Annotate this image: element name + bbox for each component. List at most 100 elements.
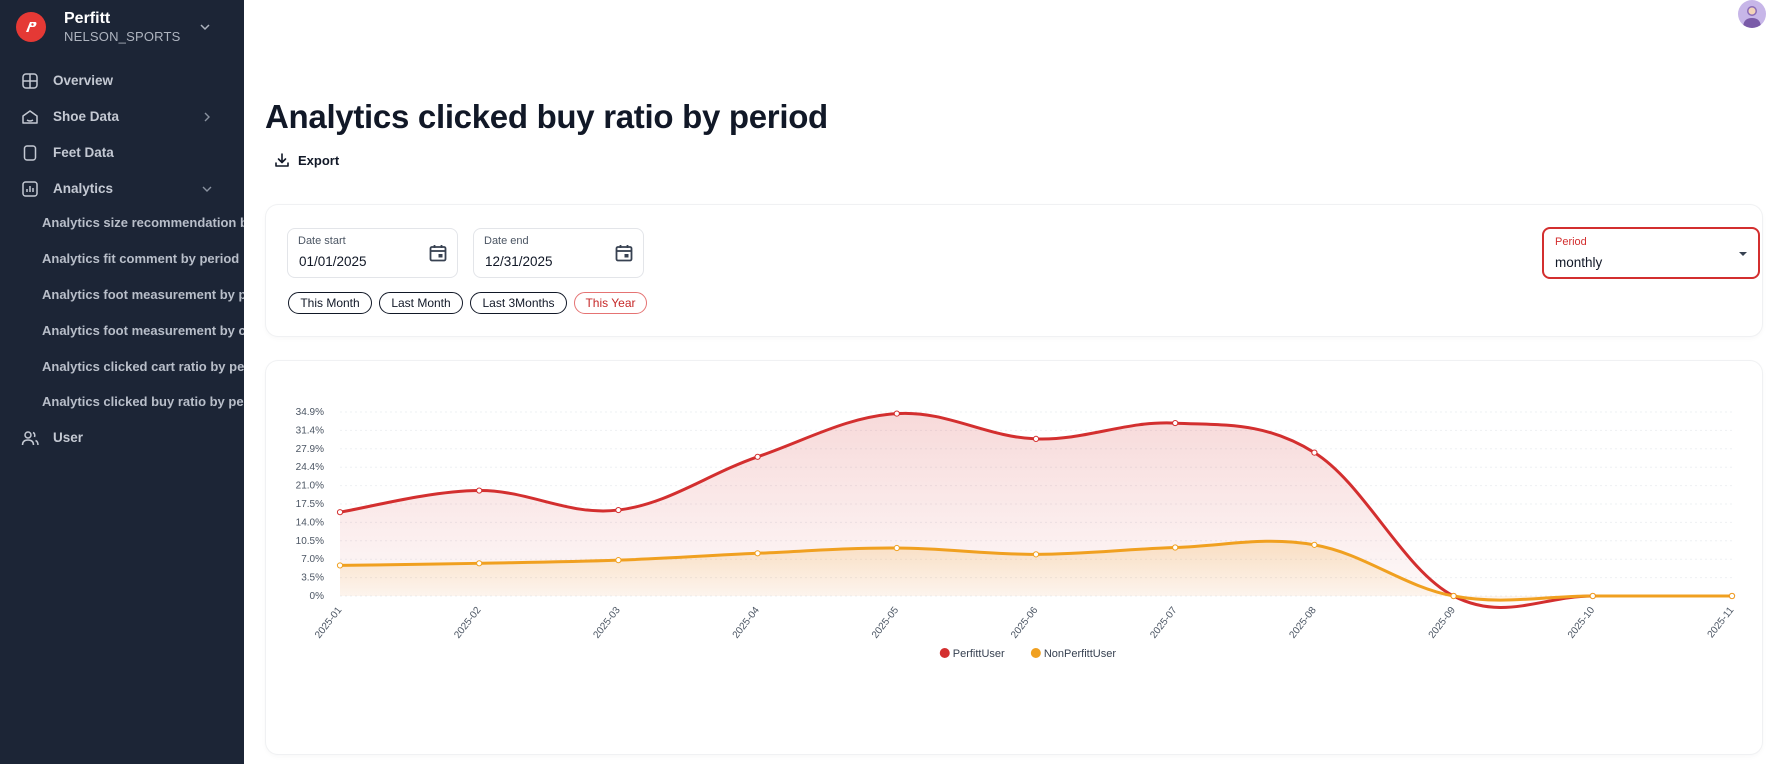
period-label: Period (1555, 236, 1587, 248)
sidebar-subitem-foot-measurement-country[interactable]: Analytics foot measurement by country (0, 316, 244, 346)
avatar[interactable] (1738, 0, 1766, 28)
avatar-icon (1743, 6, 1761, 28)
chevron-down-icon (200, 24, 210, 31)
brand-org: NELSON_SPORTS (64, 29, 181, 44)
x-tick-label: 2025-02 (452, 605, 484, 641)
x-tick-label: 2025-04 (731, 605, 763, 641)
y-tick-label: 14.0% (296, 517, 324, 528)
y-tick-label: 10.5% (296, 536, 324, 547)
data-point-nonperfittuser[interactable] (1311, 541, 1318, 548)
shoe-icon (22, 110, 38, 124)
date-end-field[interactable]: Date end 12/31/2025 (473, 228, 644, 278)
grid-icon (22, 73, 38, 89)
sidebar-item-user[interactable]: User (0, 422, 244, 454)
sidebar-item-shoe-data[interactable]: Shoe Data (0, 101, 244, 133)
date-start-value: 01/01/2025 (299, 254, 367, 269)
calendar-icon[interactable] (614, 243, 634, 263)
line-chart: 0% 3.5% 7.0% 10.5% 14.0% 17.5% 21.0% 24.4% 27.9%… (296, 407, 1737, 660)
brand-switcher[interactable]: Perfitt NELSON_SPORTS (16, 10, 232, 50)
sidebar-item-analytics[interactable]: Analytics (0, 173, 244, 205)
sidebar-item-label: Feet Data (53, 145, 114, 160)
data-point-nonperfittuser[interactable] (336, 562, 344, 569)
x-tick-label: 2025-10 (1566, 605, 1598, 641)
y-tick-label: 17.5% (296, 499, 324, 510)
sidebar-subitem-label: Analytics foot measurement by period (42, 287, 244, 302)
sidebar-subitem-label: Analytics size recommendation by period (42, 215, 244, 230)
data-point-perfittuser[interactable] (336, 509, 344, 516)
y-tick-label: 24.4% (296, 462, 324, 473)
x-tick-label: 2025-07 (1148, 605, 1180, 641)
data-point-nonperfittuser[interactable] (1728, 592, 1736, 600)
export-label: Export (298, 153, 340, 168)
chart-card: 0% 3.5% 7.0% 10.5% 14.0% 17.5% 21.0% 24.4% 27.9%… (266, 361, 1762, 754)
data-point-perfittuser[interactable] (1032, 435, 1040, 442)
chip-this-month[interactable]: This Month (288, 292, 372, 314)
data-point-nonperfittuser[interactable] (893, 544, 900, 552)
y-tick-label: 34.9% (296, 407, 324, 418)
sidebar-item-label: User (53, 430, 84, 445)
sidebar-subitem-foot-measurement-period[interactable]: Analytics foot measurement by period (0, 280, 244, 310)
data-point-nonperfittuser[interactable] (615, 557, 622, 564)
sidebar-item-feet-data[interactable]: Feet Data (0, 137, 244, 169)
data-point-perfittuser[interactable] (1311, 449, 1318, 456)
period-value: monthly (1555, 255, 1603, 270)
sidebar-subitem-label: Analytics clicked cart ratio by period (42, 359, 244, 374)
x-tick-label: 2025-08 (1287, 605, 1319, 641)
download-icon (275, 153, 289, 167)
legend-marker (1030, 648, 1041, 658)
data-point-perfittuser[interactable] (615, 506, 622, 514)
sidebar-subitem-fit-comment[interactable]: Analytics fit comment by period (0, 244, 244, 274)
sidebar-subitem-clicked-buy-ratio[interactable]: Analytics clicked buy ratio by period (0, 387, 244, 417)
data-point-nonperfittuser[interactable] (1172, 544, 1179, 551)
data-point-perfittuser[interactable] (893, 410, 900, 417)
x-tick-label: 2025-06 (1009, 605, 1041, 641)
y-tick-label: 31.4% (296, 425, 324, 436)
sidebar: Perfitt NELSON_SPORTS Overview Shoe Data… (0, 0, 244, 764)
date-end-value: 12/31/2025 (485, 254, 553, 269)
data-point-perfittuser[interactable] (1172, 419, 1179, 427)
data-point-nonperfittuser[interactable] (476, 560, 483, 567)
sidebar-subitem-clicked-cart-ratio[interactable]: Analytics clicked cart ratio by period (0, 352, 244, 382)
data-point-nonperfittuser[interactable] (1450, 592, 1457, 600)
y-tick-label: 0% (310, 591, 325, 602)
dropdown-arrow-icon (1739, 252, 1747, 256)
page-title: Analytics clicked buy ratio by period (265, 98, 828, 135)
sidebar-item-label: Shoe Data (53, 109, 120, 124)
legend-label[interactable]: PerfittUser (953, 648, 1005, 660)
users-icon (21, 431, 39, 446)
data-point-perfittuser[interactable] (476, 487, 483, 494)
main-content: Analytics clicked buy ratio by period Ex… (244, 0, 1778, 764)
y-tick-label: 7.0% (301, 554, 324, 565)
sidebar-subitem-label: Analytics foot measurement by country (42, 323, 244, 338)
x-tick-label: 2025-01 (313, 605, 345, 641)
date-start-field[interactable]: Date start 01/01/2025 (287, 228, 458, 278)
sidebar-item-label: Analytics (53, 181, 114, 196)
sidebar-item-overview[interactable]: Overview (0, 65, 244, 97)
chip-this-year[interactable]: This Year (574, 292, 647, 314)
data-point-perfittuser[interactable] (754, 453, 761, 460)
date-start-label: Date start (298, 235, 346, 247)
sidebar-subitem-label: Analytics clicked buy ratio by period (42, 394, 244, 409)
sidebar-subitem-size-recommendation[interactable]: Analytics size recommendation by period (0, 208, 244, 238)
series-area-nonperfittuser (340, 541, 1732, 601)
x-tick-label: 2025-03 (591, 605, 623, 641)
date-end-label: Date end (484, 235, 529, 247)
calendar-icon[interactable] (428, 243, 448, 263)
x-tick-label: 2025-11 (1706, 605, 1737, 640)
y-tick-label: 21.0% (296, 481, 324, 492)
data-point-nonperfittuser[interactable] (754, 550, 761, 557)
sidebar-subitem-label: Analytics fit comment by period (42, 251, 240, 266)
legend-marker (939, 648, 950, 658)
chip-last-3months[interactable]: Last 3Months (470, 292, 567, 314)
data-point-nonperfittuser[interactable] (1032, 551, 1040, 558)
bar-chart-icon (22, 181, 38, 197)
legend-label[interactable]: NonPerfittUser (1044, 648, 1116, 660)
chevron-down-icon (202, 186, 212, 192)
filter-card: Date start 01/01/2025 Date end 12/31/202… (266, 205, 1762, 336)
y-tick-label: 3.5% (301, 573, 324, 584)
period-select[interactable]: Period monthly (1542, 227, 1760, 279)
data-point-nonperfittuser[interactable] (1589, 592, 1596, 600)
y-tick-label: 27.9% (296, 444, 324, 455)
brand-name: Perfitt (64, 10, 111, 27)
chip-last-month[interactable]: Last Month (379, 292, 463, 314)
